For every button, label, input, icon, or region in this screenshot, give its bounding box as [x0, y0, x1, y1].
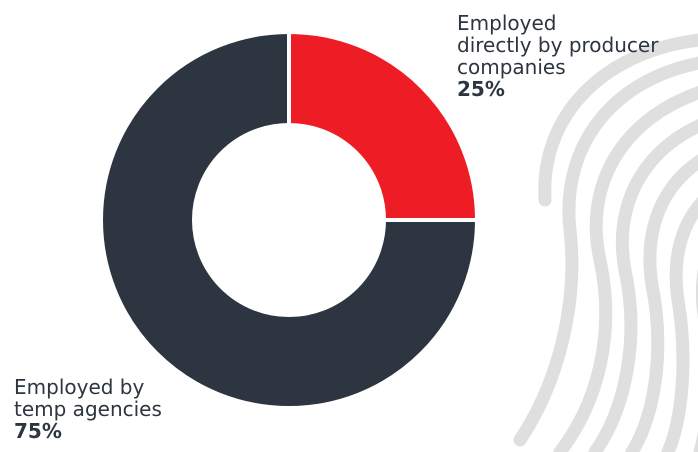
slices	[101, 32, 477, 408]
slice-label-temp: Employed by temp agencies 75%	[14, 376, 234, 442]
slice-label-direct: Employed directly by producer companies …	[457, 12, 697, 100]
slice-value-direct: 25%	[457, 78, 697, 100]
slice-direct	[289, 32, 477, 220]
slice-name-direct: Employed directly by producer companies	[457, 12, 697, 78]
slice-value-temp: 75%	[14, 420, 234, 442]
slice-name-temp: Employed by temp agencies	[14, 376, 234, 420]
